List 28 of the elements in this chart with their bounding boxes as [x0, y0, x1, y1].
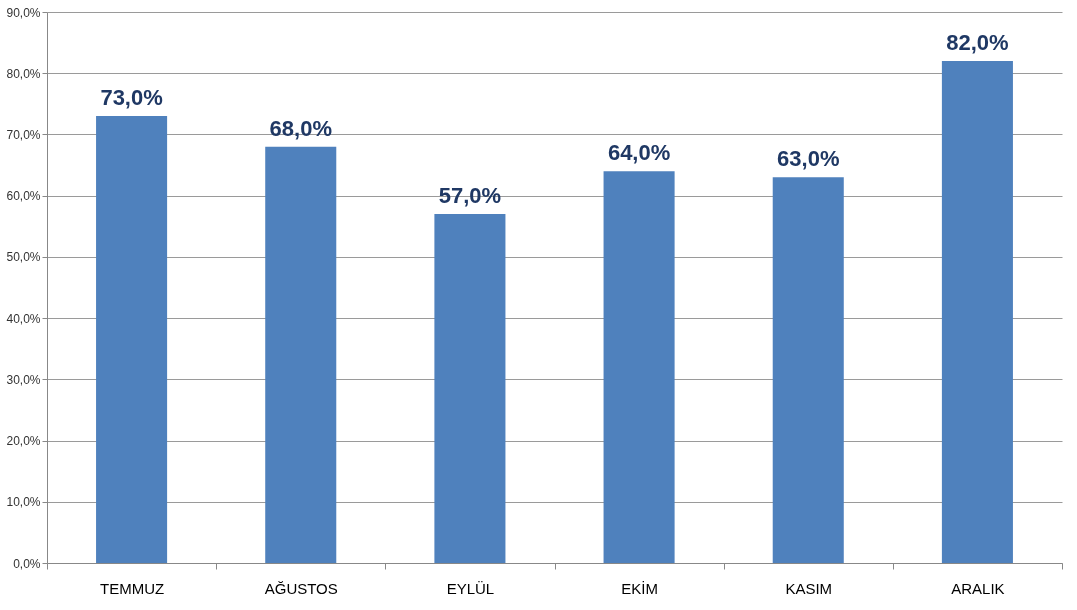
- y-tick-label: 50,0%: [6, 250, 41, 265]
- data-label: 57,0%: [438, 183, 502, 209]
- bar: [772, 177, 844, 563]
- y-tick-label: 30,0%: [6, 372, 41, 387]
- data-label: 68,0%: [269, 115, 332, 141]
- x-tick-label: TEMMUZ: [100, 579, 165, 597]
- x-tick-label: KASIM: [785, 579, 833, 597]
- y-tick-label: 70,0%: [6, 127, 41, 142]
- data-label: 82,0%: [946, 29, 1009, 55]
- x-tick-label: AĞUSTOS: [264, 579, 338, 597]
- data-label: 64,0%: [607, 140, 671, 166]
- bar: [265, 146, 337, 563]
- bar: [96, 116, 168, 563]
- x-tick-label: ARALIK: [951, 579, 1005, 597]
- y-tick-label: 40,0%: [6, 311, 41, 326]
- bar: [603, 171, 675, 563]
- y-tick-label: 90,0%: [6, 5, 41, 20]
- y-tick-label: 60,0%: [6, 189, 41, 204]
- bar: [941, 60, 1013, 563]
- data-label: 63,0%: [777, 146, 840, 172]
- x-tick-label: EYLÜL: [446, 579, 495, 597]
- bar: [434, 214, 506, 563]
- y-tick-label: 20,0%: [6, 434, 41, 449]
- data-label: 73,0%: [100, 85, 163, 111]
- x-tick-label: EKİM: [621, 579, 658, 597]
- y-tick-label: 10,0%: [6, 495, 41, 510]
- y-tick-label: 0,0%: [13, 556, 41, 571]
- y-tick-label: 80,0%: [6, 66, 41, 81]
